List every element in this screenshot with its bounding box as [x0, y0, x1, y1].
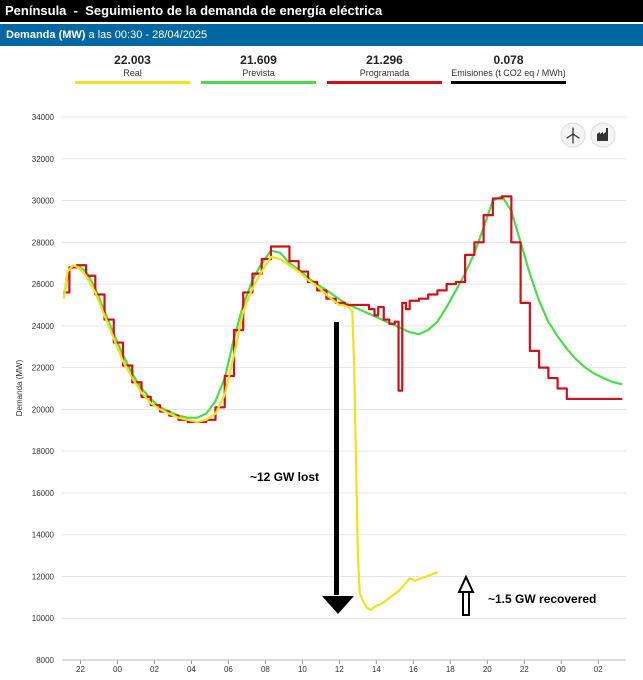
page-title: Seguimiento de la demanda de energía elé…: [85, 3, 383, 18]
factory-icon: [597, 128, 608, 141]
measure-label: Demanda (MW): [6, 29, 86, 41]
series-group: [62, 195, 623, 611]
y-tick-label: 32000: [32, 155, 55, 164]
x-tick-label: 22: [76, 665, 85, 674]
chart-grid: [62, 116, 626, 661]
chart-subheader: Demanda (MW) a las 00:30 - 28/04/2025: [0, 24, 643, 46]
up-arrow-annotation: [457, 574, 475, 616]
y-axis-ticks: 8000 10000 12000 14000 16000 18000 20000 22000 2…: [32, 113, 55, 665]
timestamp-label: a las 00:30 - 28/04/2025: [88, 29, 208, 41]
y-tick-label: 26000: [32, 280, 55, 289]
x-tick-label: 16: [409, 665, 418, 674]
legend-prevista-swatch: [201, 81, 316, 84]
title-separator: -: [73, 3, 78, 18]
y-tick-label: 22000: [32, 364, 55, 373]
legend-emisiones-value: 0.078: [493, 53, 524, 67]
x-tick-label: 02: [150, 665, 159, 674]
x-tick-label: 10: [298, 665, 307, 674]
x-tick-label: 06: [224, 665, 233, 674]
x-tick-label: 22: [520, 665, 529, 674]
x-tick-label: 00: [113, 665, 122, 674]
legend-programada-value: 21.296: [366, 53, 403, 67]
wind-turbine-button[interactable]: [560, 122, 586, 148]
y-tick-label: 20000: [32, 405, 55, 414]
legend-prevista[interactable]: 21.609 Prevista: [201, 53, 316, 84]
x-tick-label: 04: [187, 665, 196, 674]
y-tick-label: 30000: [32, 197, 55, 206]
y-tick-label: 12000: [32, 572, 55, 581]
y-tick-label: 16000: [32, 489, 55, 498]
y-tick-label: 10000: [32, 614, 55, 623]
legend-real-swatch: [75, 81, 190, 84]
series-line-programada: [63, 195, 623, 424]
legend-prevista-value: 21.609: [240, 53, 277, 67]
legend-real-label: Real: [123, 68, 142, 78]
legend-emisiones-label: Emisiones (t CO2 eq / MWh): [451, 68, 566, 78]
y-axis-label: Demanda (MW): [15, 359, 24, 416]
legend-emisiones[interactable]: 0.078 Emisiones (t CO2 eq / MWh): [451, 53, 566, 84]
legend-programada[interactable]: 21.296 Programada: [327, 53, 442, 84]
x-tick-label: 14: [372, 665, 381, 674]
app-title-bar: Península - Seguimiento de la demanda de…: [0, 0, 643, 22]
x-tick-label: 20: [483, 665, 492, 674]
y-tick-label: 24000: [32, 322, 55, 331]
x-tick-label: 18: [446, 665, 455, 674]
x-axis-ticks: 22 00 02 04 06 08 10 12 14 16 18 20 22 00 02: [76, 660, 603, 674]
down-arrow-annotation: [322, 322, 354, 614]
series-line-real: [62, 255, 438, 611]
legend-prevista-label: Prevista: [242, 68, 275, 78]
legend-real[interactable]: 22.003 Real: [75, 53, 190, 84]
lost-annotation: ~12 GW lost: [250, 470, 319, 484]
recovered-annotation: ~1.5 GW recovered: [488, 592, 596, 606]
wind-turbine-icon: [566, 127, 580, 144]
legend-programada-swatch: [327, 81, 442, 84]
region-name: Península: [5, 3, 67, 18]
y-tick-label: 18000: [32, 447, 55, 456]
legend-emisiones-swatch: [451, 81, 566, 84]
series-line-prevista: [62, 195, 623, 419]
legend-programada-label: Programada: [359, 68, 410, 78]
y-tick-label: 8000: [36, 656, 54, 665]
x-tick-label: 00: [557, 665, 566, 674]
y-tick-label: 28000: [32, 238, 55, 247]
x-tick-label: 12: [335, 665, 344, 674]
y-tick-label: 34000: [32, 113, 55, 122]
y-tick-label: 14000: [32, 531, 55, 540]
legend-real-value: 22.003: [114, 53, 151, 67]
x-tick-label: 02: [594, 665, 603, 674]
factory-button[interactable]: [590, 122, 616, 148]
x-tick-label: 08: [261, 665, 270, 674]
